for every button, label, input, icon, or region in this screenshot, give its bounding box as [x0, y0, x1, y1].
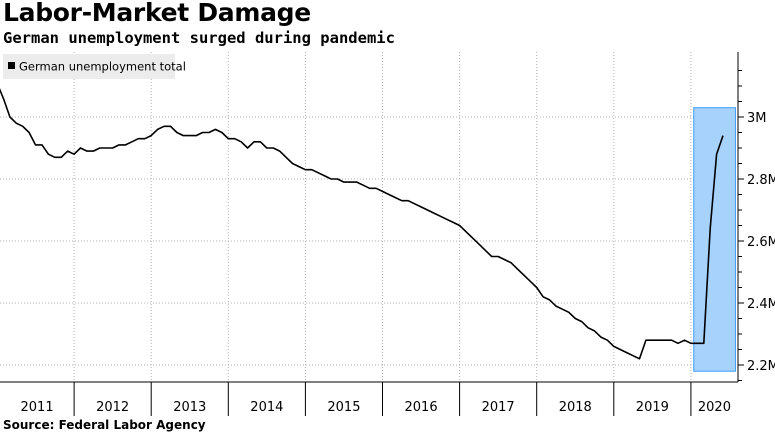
- y-tick-label: 2.6M: [747, 235, 775, 250]
- x-tick-label: 2020: [698, 400, 731, 415]
- x-tick-label: 2016: [405, 400, 438, 415]
- highlight-box: [693, 107, 736, 372]
- series-layer: [0, 88, 724, 360]
- chart-subtitle: German unemployment surged during pandem…: [3, 29, 395, 47]
- x-tick-label: 2014: [250, 400, 283, 415]
- pandemic-highlight: [693, 107, 736, 372]
- legend-swatch: [8, 62, 15, 69]
- x-tick-label: 2012: [96, 400, 129, 415]
- x-tick-label: 2015: [327, 400, 360, 415]
- gridlines: [0, 52, 738, 382]
- x-tick-label: 2011: [21, 400, 54, 415]
- legend-background: [3, 54, 175, 79]
- y-tick-label: 2.4M: [747, 297, 775, 312]
- source-note: Source: Federal Labor Agency: [3, 418, 206, 432]
- y-tick-label: 2.8M: [747, 173, 775, 188]
- legend-label: German unemployment total: [19, 60, 186, 74]
- axes: 2.2M 2.4M 2.6M 2.8M 3M 2011 2012 2013 2014 2015 20…: [0, 52, 775, 416]
- x-tick-label: 2019: [636, 400, 669, 415]
- x-tick-label: 2018: [559, 400, 592, 415]
- chart-title: Labor-Market Damage: [3, 0, 311, 27]
- x-tick-label: 2013: [173, 400, 206, 415]
- y-tick-label: 3M: [747, 111, 767, 126]
- legend: German unemployment total: [3, 54, 186, 79]
- x-tick-label: 2017: [482, 400, 515, 415]
- series-line: [0, 88, 724, 360]
- y-tick-label: 2.2M: [747, 359, 775, 374]
